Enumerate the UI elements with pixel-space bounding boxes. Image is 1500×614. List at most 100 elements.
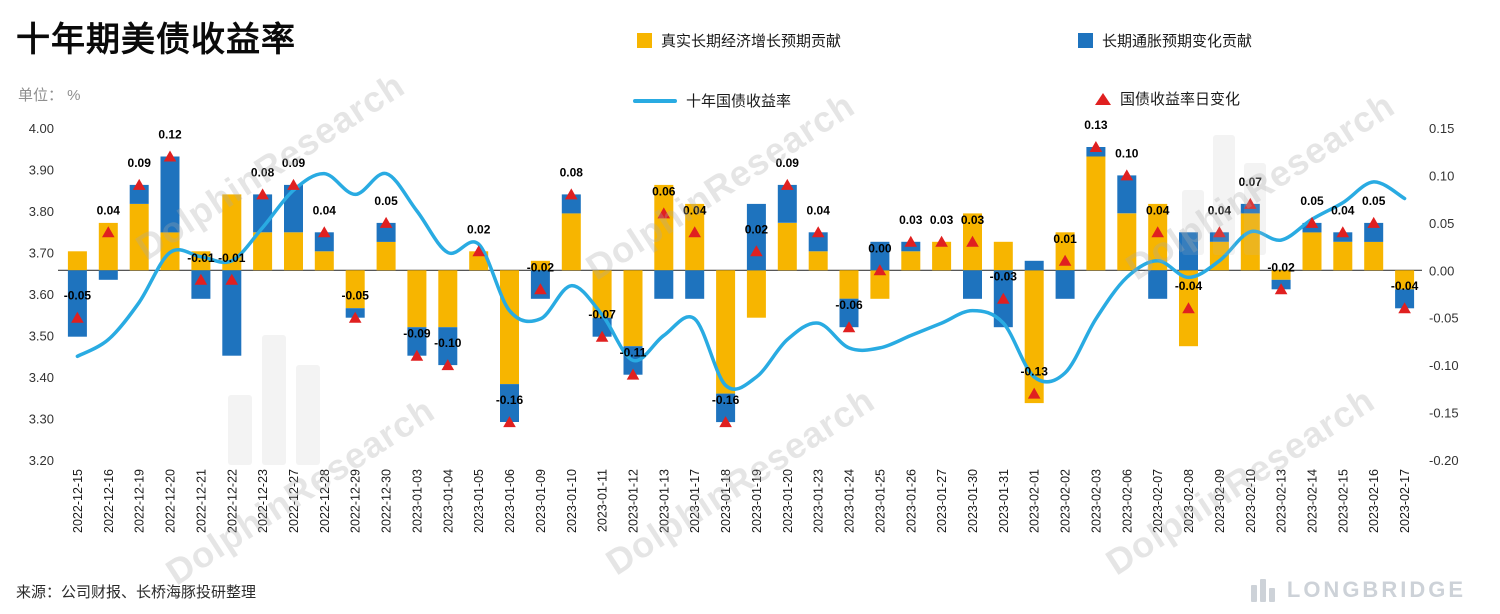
data-label: 0.04 [313,203,337,217]
bar-inflation-contribution [1179,232,1198,271]
daily-change-marker [102,226,115,238]
x-axis-date-label: 2023-01-27 [935,469,949,533]
page-title: 十年期美债收益率 [16,21,296,59]
left-axis-tick-label: 3.20 [29,453,54,468]
bar-growth-contribution [1302,232,1322,271]
x-axis-date-label: 2023-01-25 [873,469,887,533]
bar-inflation-contribution [500,384,519,422]
daily-change-marker [719,416,732,428]
daily-change-marker [1058,254,1072,266]
bar-growth-contribution [253,232,273,271]
data-label: 0.10 [1115,146,1139,160]
data-label: -0.02 [527,260,555,274]
right-axis-tick-label: -0.10 [1429,358,1459,373]
left-axis-tick-label: 3.70 [29,246,54,261]
x-axis-date-label: 2023-02-09 [1213,469,1227,533]
bar-inflation-contribution [1395,289,1415,309]
x-axis-date-label: 2022-12-23 [256,469,270,533]
x-axis-date-label: 2023-01-17 [688,469,702,533]
x-axis-date-label: 2023-02-07 [1151,469,1165,533]
bar-growth-contribution [284,232,303,271]
x-axis-date-label: 2023-02-13 [1275,469,1289,533]
data-label: 0.04 [1146,203,1170,217]
bar-inflation-contribution [407,327,427,356]
data-label: 0.08 [560,165,584,179]
bar-growth-contribution [1271,270,1291,280]
legend-swatch-growth-icon [637,33,652,48]
x-axis-date-label: 2023-01-12 [627,469,641,533]
bar-growth-contribution [222,194,242,271]
daily-change-marker [1244,197,1257,209]
bar-inflation-contribution [685,270,705,299]
data-label: 0.04 [1208,203,1232,217]
legend-swatch-line-icon [633,98,677,103]
left-axis-tick-label: 3.50 [29,329,54,344]
data-label: -0.16 [712,393,740,407]
daily-change-marker [811,226,825,238]
data-label: -0.07 [588,308,616,322]
data-label: 0.04 [807,203,831,217]
bar-growth-contribution [500,270,519,385]
data-label: -0.02 [1267,260,1295,274]
x-axis-date-label: 2023-01-10 [565,469,579,533]
bar-growth-contribution [1395,270,1415,290]
data-label: 0.02 [467,222,491,236]
daily-change-marker [781,178,794,190]
daily-change-marker [441,359,455,371]
x-axis-date-label: 2022-12-30 [380,469,394,533]
left-axis-tick-label: 3.60 [29,287,54,302]
x-axis-date-label: 2023-01-26 [904,469,918,533]
daily-change-marker [1089,141,1103,152]
x-axis-date-label: 2022-12-28 [318,469,332,533]
data-label: 0.04 [1331,203,1355,217]
x-axis-date-label: 2023-01-31 [997,469,1011,533]
daily-change-marker [287,178,300,190]
data-label: 0.07 [1239,175,1263,189]
daily-change-marker [348,311,362,323]
x-axis-date-label: 2023-01-18 [719,469,733,533]
daily-change-marker [1305,216,1319,228]
bar-growth-contribution [839,270,859,299]
legend-label-growth: 真实长期经济增长预期贡献 [661,33,842,50]
x-axis-date-label: 2022-12-27 [287,469,301,533]
daily-change-marker [1336,226,1350,238]
bar-inflation-contribution [1024,260,1044,271]
daily-change-marker [256,188,269,200]
source-note: 来源：公司财报、长桥海豚投研整理 [16,584,257,601]
bar-growth-contribution [623,270,643,347]
x-axis-date-label: 2023-02-08 [1182,469,1196,533]
daily-change-marker [1213,226,1226,238]
bar-inflation-contribution [67,270,87,337]
right-axis-tick-label: -0.05 [1429,311,1459,326]
daily-change-marker [966,235,979,247]
x-axis-date-label: 2023-02-03 [1089,469,1103,533]
x-axis-date-label: 2023-01-03 [410,469,424,533]
daily-change-marker [534,283,547,295]
bar-inflation-contribution [160,156,180,233]
x-axis-date-label: 2023-02-14 [1306,469,1320,533]
data-label: 0.13 [1084,118,1108,132]
bar-growth-contribution [654,184,674,271]
right-axis-tick-label: 0.05 [1429,216,1454,231]
bar-inflation-contribution [1148,270,1168,299]
data-label: -0.05 [342,289,370,303]
data-label: -0.04 [1391,279,1419,293]
x-axis-date-label: 2022-12-20 [164,469,178,533]
unit-label: 单位： % [18,87,81,104]
x-axis-date-label: 2023-01-09 [534,469,548,533]
x-axis-date-label: 2023-02-17 [1398,469,1412,533]
data-label: 0.04 [683,203,707,217]
bar-growth-contribution [67,251,87,271]
x-axis-date-label: 2023-01-13 [657,469,671,533]
right-axis-tick-label: -0.15 [1429,406,1459,421]
daily-change-marker [472,245,485,257]
bar-growth-contribution [345,270,365,309]
x-axis-date-label: 2023-01-23 [812,469,826,533]
legend-swatch-inflation-icon [1078,33,1093,48]
bar-growth-contribution [407,270,427,328]
daily-change-marker [750,245,763,257]
daily-change-marker [997,292,1010,304]
daily-change-marker [410,349,424,361]
bar-growth-contribution [129,203,149,271]
